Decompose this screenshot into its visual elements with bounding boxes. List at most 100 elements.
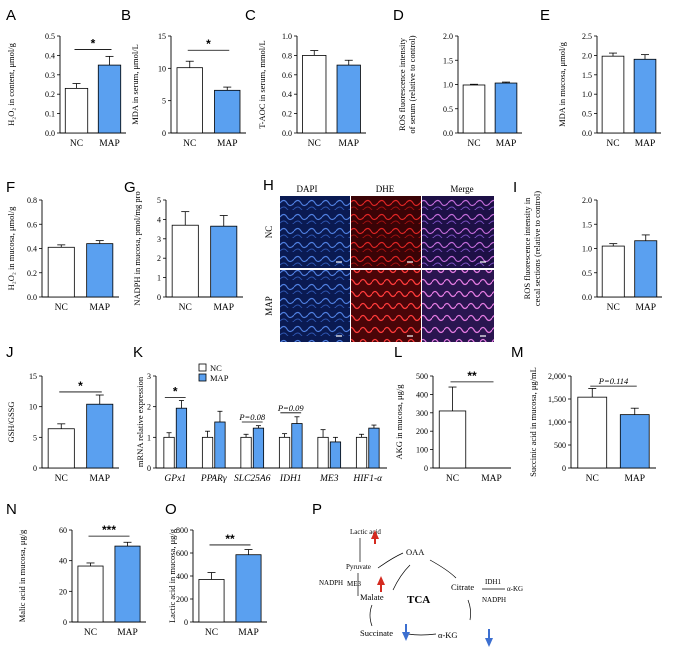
y-tick-label: 0.0 [582,293,592,302]
y-tick-label: 1.0 [282,32,292,41]
y-tick-label: 0.5 [443,105,453,114]
bar [163,436,175,469]
x-category-label: NC [55,474,68,484]
significance-label: P=0.08 [238,412,266,422]
bar [438,410,467,469]
y-tick-label: 200 [416,427,428,436]
x-category-label: NC [607,303,620,313]
up-arrow-lactic-head [371,530,379,539]
bar [291,423,303,469]
y-axis-label: AKG in mucosa, μg/g [394,384,404,460]
x-category-label: NC [70,139,83,149]
bar [201,436,214,469]
x-category-label: PPARγ [200,474,227,484]
col-label-dapi: DAPI [296,184,317,194]
y-tick-label: 5 [157,196,161,205]
bar [619,414,650,469]
significance-label: P=0.114 [598,376,629,386]
bar [278,436,291,469]
y-tick-label: 10 [29,403,37,412]
x-category-label: MAP [213,303,234,313]
bar [86,243,114,298]
chart-b: B 0 5 10 15 MDA in serum, μmol/L NC MAP * [121,7,246,149]
y-tick-label: 0.5 [45,32,55,41]
y-axis-label: ROS fluorescence intensity in [522,197,532,299]
legend-swatch-nc [198,363,207,372]
y-tick-label: 0 [562,464,566,473]
y-tick-label: 0 [157,293,161,302]
y-tick-label: 400 [416,390,428,399]
panel-label-c: C [245,7,256,24]
y-tick-label: 15 [29,372,37,381]
x-category-label: MAP [481,474,502,484]
x-category-label: NC [183,139,196,149]
y-tick-label: 0.5 [582,269,592,278]
y-tick-label: 0.8 [282,51,292,60]
y-tick-label: 1.5 [582,220,592,229]
bar [235,554,262,623]
x-category-label: NC [84,628,97,638]
x-category-label: MAP [338,139,359,149]
y-tick-label: 0.0 [45,129,55,138]
x-category-label: MAP [635,303,656,313]
image-nc-merge [422,196,494,268]
panel-label-f: F [6,179,15,196]
y-tick-label: 2 [157,254,161,263]
significance-label: * [78,379,83,393]
significance-label: ** [467,369,477,383]
bar [336,64,361,134]
y-tick-label: 500 [416,372,428,381]
down-arrow-akg-head [485,638,493,647]
y-tick-label: 60 [59,526,67,535]
y-tick-label: 0.0 [582,129,592,138]
arrow-pyruvate-oaa [377,552,404,569]
y-tick-label: 0.5 [582,110,592,119]
panel-label-d: D [393,7,404,24]
node-idh1: IDH1 [485,578,501,586]
node-nadph-right: NADPH [482,596,506,604]
legend-label-map: MAP [210,373,229,383]
y-tick-label: 4 [157,215,161,224]
arrow-malate-oaa [392,564,411,591]
panel-label-e: E [540,7,550,24]
panel-p: P Lactic acid Pyruvate OAA NADPH ME3 Mal… [312,501,523,647]
y-tick-label: 0.2 [282,110,292,119]
y-tick-label: 0.8 [27,196,37,205]
y-tick-label: 400 [176,572,188,581]
x-category-label: IDH1 [279,474,302,484]
bar [210,225,238,298]
y-tick-label: 3 [147,372,151,381]
node-akg-small: α-KG [507,585,523,593]
node-oaa: OAA [406,547,425,557]
y-tick-label: 2.0 [582,51,592,60]
tca-label: TCA [407,594,430,606]
row-label-map: MAP [264,296,274,316]
bar [86,403,114,469]
y-axis-label: MDA in serum, μmol/L [130,44,140,125]
chart-i: I 0.0 0.5 1.0 1.5 2.0 ROS fluorescence intensi… [513,179,662,313]
significance-label: P=0.09 [277,403,305,413]
bar [114,545,141,623]
y-axis-label: GSH/GSSG [6,401,16,442]
panel-h: H DAPI DHE Merge NC MAP [263,177,494,342]
bar [97,64,122,134]
y-axis-label: Malic acid in mucosa, μg/g [17,529,27,622]
x-category-label: MAP [99,139,120,149]
arrow-oaa-citrate [429,559,457,579]
x-category-label: NC [467,139,480,149]
bar [317,436,329,469]
legend-k: NC MAP [198,363,229,383]
y-tick-label: 0.4 [27,245,37,254]
panel-label-h: H [263,177,274,194]
x-category-label: MAP [635,139,656,149]
bar [634,240,658,298]
x-category-label: MAP [217,139,238,149]
y-tick-label: 600 [176,549,188,558]
y-tick-label: 2.5 [582,32,592,41]
bar [171,224,199,298]
down-arrow-succinate-head [402,632,410,641]
y-tick-label: 5 [33,433,37,442]
bar [47,428,75,469]
